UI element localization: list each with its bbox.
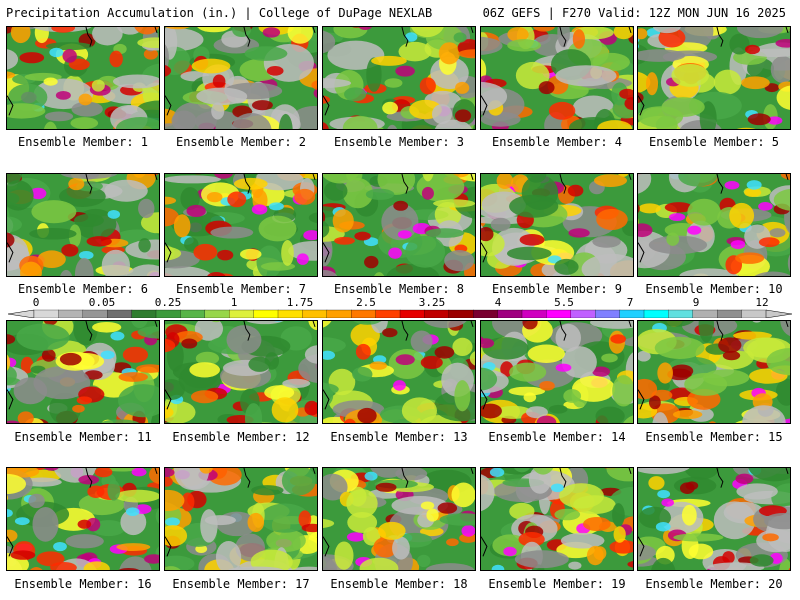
colorbar-swatch	[570, 309, 596, 318]
colorbar-swatch	[302, 309, 328, 318]
colorbar-swatch	[33, 309, 60, 318]
colorbar-swatch	[375, 309, 401, 318]
colorbar-swatch	[82, 309, 108, 318]
colorbar-tick-label: 1.75	[286, 296, 314, 309]
ensemble-member-label: Ensemble Member: 19	[488, 577, 626, 591]
ensemble-member-map	[637, 320, 791, 424]
colorbar-tick-label: 1	[230, 296, 238, 309]
colorbar-left-arrow	[7, 309, 35, 318]
ensemble-member-label: Ensemble Member: 9	[491, 282, 623, 296]
ensemble-member-label: Ensemble Member: 4	[491, 135, 623, 149]
ensemble-member-label: Ensemble Member: 16	[14, 577, 152, 591]
ensemble-member-label: Ensemble Member: 15	[645, 430, 783, 444]
ensemble-member-map	[480, 26, 634, 130]
ensemble-member-label: Ensemble Member: 13	[330, 430, 468, 444]
colorbar-tick-label: 9	[692, 296, 700, 309]
ensemble-member-map	[6, 467, 160, 571]
ensemble-member-label: Ensemble Member: 17	[172, 577, 310, 591]
colorbar-tick-label: 0	[32, 296, 40, 309]
colorbar-swatch	[155, 309, 182, 318]
colorbar-swatch	[326, 309, 352, 318]
ensemble-member-label: Ensemble Member: 6	[17, 282, 149, 296]
colorbar-swatch	[521, 309, 548, 318]
ensemble-member-label: Ensemble Member: 2	[175, 135, 307, 149]
colorbar-swatch	[204, 309, 230, 318]
colorbar-swatch	[107, 309, 133, 318]
colorbar-swatch	[643, 309, 670, 318]
colorbar-swatch	[229, 309, 255, 318]
ensemble-member-label: Ensemble Member: 11	[14, 430, 152, 444]
colorbar-swatch	[253, 309, 279, 318]
colorbar-tick-label: 0.25	[154, 296, 182, 309]
ensemble-member-label: Ensemble Member: 12	[172, 430, 310, 444]
colorbar-tick-label: 7	[626, 296, 634, 309]
colorbar-swatch	[424, 309, 450, 318]
colorbar-swatch	[741, 309, 767, 318]
colorbar-tick-label: 5.5	[554, 296, 574, 309]
valid-time: 06Z GEFS | F270 Valid: 12Z MON JUN 16 20…	[482, 6, 786, 20]
colorbar-swatch	[497, 309, 523, 318]
ensemble-member-map	[164, 320, 318, 424]
ensemble-member-map	[322, 173, 476, 277]
ensemble-member-label: Ensemble Member: 5	[648, 135, 780, 149]
colorbar-swatch	[717, 309, 743, 318]
colorbar-swatch	[546, 309, 572, 318]
colorbar-swatch	[277, 309, 304, 318]
ensemble-member-label: Ensemble Member: 14	[488, 430, 626, 444]
ensemble-member-map	[322, 26, 476, 130]
colorbar-swatch	[595, 309, 621, 318]
colorbar-swatch	[351, 309, 377, 318]
colorbar-swatch	[668, 309, 694, 318]
ensemble-member-map	[637, 467, 791, 571]
colorbar-right-arrow	[765, 309, 793, 318]
colorbar-tick-label: 4	[494, 296, 502, 309]
colorbar-swatch	[131, 309, 157, 318]
ensemble-member-map	[6, 173, 160, 277]
ensemble-member-label: Ensemble Member: 3	[333, 135, 465, 149]
ensemble-member-map	[637, 173, 791, 277]
ensemble-member-label: Ensemble Member: 20	[645, 577, 783, 591]
colorbar-swatch	[692, 309, 718, 318]
ensemble-member-map	[480, 320, 634, 424]
ensemble-member-map	[164, 467, 318, 571]
colorbar-swatch	[399, 309, 426, 318]
ensemble-member-map	[637, 26, 791, 130]
map-title: Precipitation Accumulation (in.) | Colle…	[6, 6, 433, 20]
ensemble-member-map	[480, 467, 634, 571]
colorbar-tick-label: 2.5	[356, 296, 376, 309]
ensemble-member-label: Ensemble Member: 8	[333, 282, 465, 296]
colorbar-swatch	[619, 309, 645, 318]
colorbar-tick-label: 12	[755, 296, 769, 309]
ensemble-member-label: Ensemble Member: 10	[645, 282, 783, 296]
ensemble-member-map	[164, 26, 318, 130]
colorbar-swatch	[180, 309, 206, 318]
colorbar-tick-label: 0.05	[88, 296, 116, 309]
ensemble-member-map	[480, 173, 634, 277]
ensemble-member-map	[6, 26, 160, 130]
ensemble-member-label: Ensemble Member: 18	[330, 577, 468, 591]
ensemble-member-map	[6, 320, 160, 424]
ensemble-member-map	[164, 173, 318, 277]
ensemble-member-label: Ensemble Member: 1	[17, 135, 149, 149]
colorbar-legend	[7, 309, 793, 318]
colorbar-swatch	[473, 309, 499, 318]
ensemble-member-map	[322, 320, 476, 424]
ensemble-member-label: Ensemble Member: 7	[175, 282, 307, 296]
colorbar-swatch	[58, 309, 84, 318]
colorbar-swatch	[448, 309, 474, 318]
colorbar-tick-label: 3.25	[418, 296, 446, 309]
ensemble-member-map	[322, 467, 476, 571]
